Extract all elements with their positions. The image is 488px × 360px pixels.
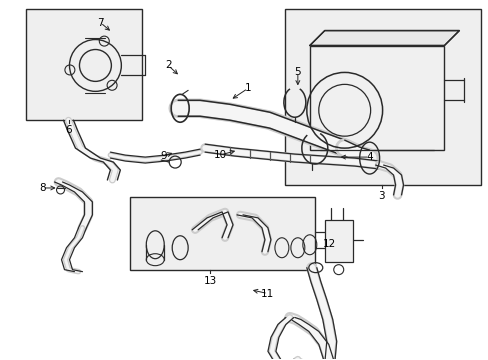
Text: 13: 13 [203, 276, 216, 285]
Text: 8: 8 [39, 183, 46, 193]
Text: 6: 6 [65, 125, 72, 135]
Text: 7: 7 [97, 18, 103, 28]
Text: 12: 12 [323, 239, 336, 249]
Text: 4: 4 [366, 152, 372, 162]
Bar [25, 9, 142, 120]
Text: 5: 5 [294, 67, 301, 77]
Text: 9: 9 [160, 151, 166, 161]
Bar [130, 197, 314, 270]
Bar [324, 220, 352, 262]
Text: 10: 10 [213, 150, 226, 160]
Text: 1: 1 [244, 84, 251, 93]
Bar [285, 9, 480, 185]
Text: 2: 2 [164, 60, 171, 71]
Bar [309, 45, 444, 150]
Text: 3: 3 [378, 191, 384, 201]
Polygon shape [309, 31, 458, 45]
Text: 11: 11 [261, 289, 274, 298]
